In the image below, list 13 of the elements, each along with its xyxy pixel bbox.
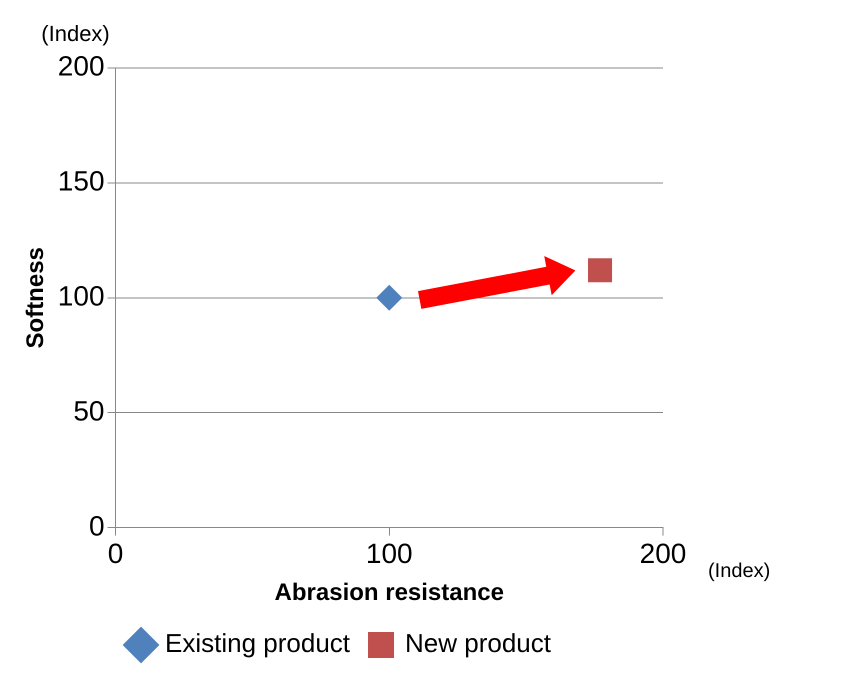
y-tick-label: 200 — [58, 50, 105, 82]
legend-label: New product — [405, 628, 552, 658]
text: (Index) — [708, 560, 770, 582]
y-tick-label: 150 — [58, 166, 105, 197]
x-tick-label: 200 — [640, 538, 686, 570]
y-tick-label: 100 — [58, 280, 105, 312]
y-axis-title: Softness — [22, 247, 50, 348]
x-tick-label: 100 — [366, 538, 413, 570]
legend-label: Existing product — [165, 628, 351, 658]
y-tick-label: 50 — [73, 395, 105, 426]
y-tick-label: 0 — [88, 510, 105, 542]
text: (Index) — [41, 21, 110, 46]
x-axis-title: Abrasion resistance — [274, 579, 504, 606]
